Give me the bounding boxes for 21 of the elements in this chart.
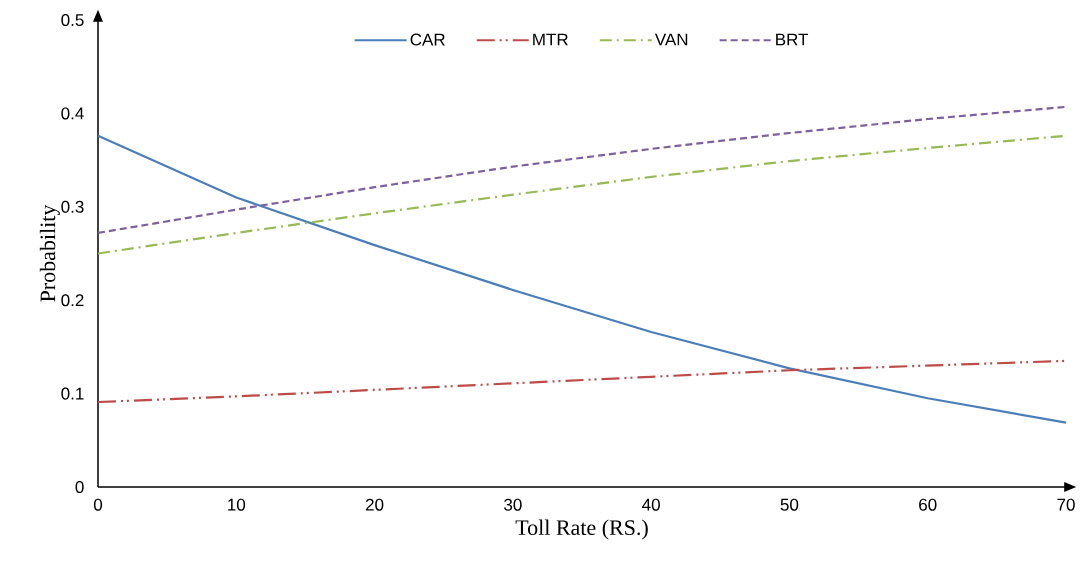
x-tick-label: 70	[1057, 498, 1075, 511]
x-tick-label: 40	[642, 498, 660, 511]
y-tick-label: 0	[75, 480, 84, 494]
legend-label: BRT	[776, 33, 809, 46]
x-tick-label: 50	[780, 498, 799, 511]
y-tick-label: 0.4	[61, 107, 84, 120]
y-tick-label: 0.5	[61, 13, 84, 27]
x-tick-label: 60	[919, 498, 937, 511]
x-tick-label: 10	[228, 498, 246, 511]
legend-label: MTR	[533, 33, 568, 46]
x-tick-label: 0	[93, 498, 103, 511]
legend-label: CAR	[410, 33, 445, 46]
x-tick-label: 30	[504, 498, 522, 511]
y-tick-label: 0.2	[61, 294, 84, 307]
y-tick-label: 0.3	[61, 200, 84, 213]
y-tick-label: 0.1	[61, 387, 84, 400]
x-tick-label: 20	[365, 498, 384, 511]
legend-label: VAN	[654, 33, 688, 46]
line-series	[96, 134, 1068, 424]
x-axis-title: Toll Rate (RS.)	[515, 519, 648, 540]
y-axis-title: Probability	[39, 204, 60, 302]
